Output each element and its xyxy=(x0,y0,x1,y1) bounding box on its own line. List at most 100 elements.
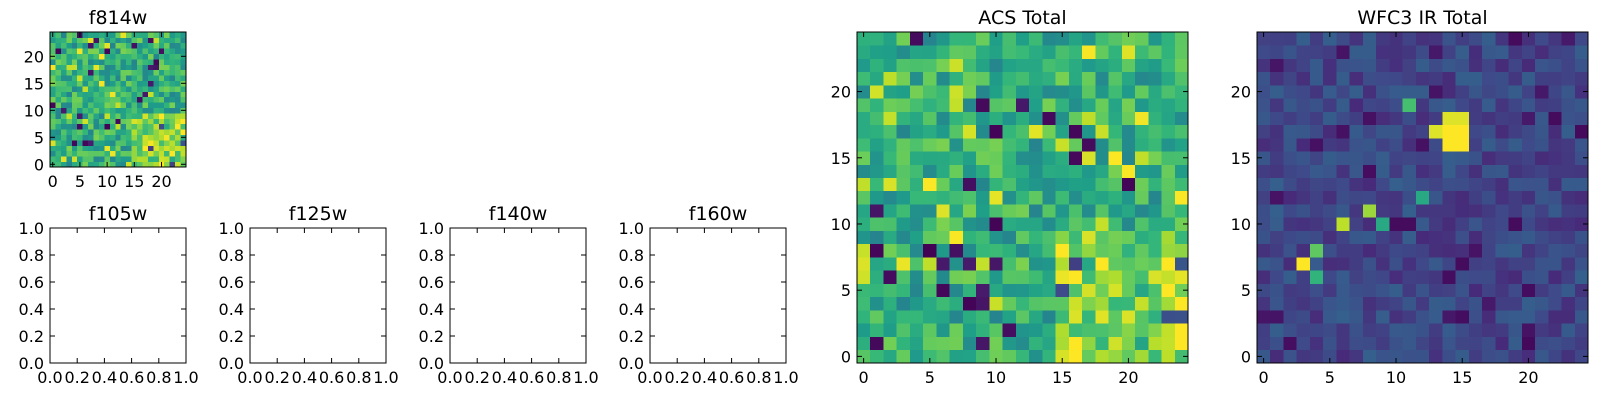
wfc3-ir-total-pixel xyxy=(1309,151,1324,165)
f125w-xtick-label: 1.0 xyxy=(373,368,398,387)
f814w-pixel xyxy=(71,69,78,76)
acs-total-pixel xyxy=(1055,204,1070,218)
wfc3-ir-total-pixel xyxy=(1336,111,1351,126)
acs-total-pixel xyxy=(1148,111,1162,126)
f814w-pixel xyxy=(71,64,78,71)
wfc3-ir-total-pixel xyxy=(1323,137,1337,152)
acs-total-pixel xyxy=(923,243,937,258)
acs-total-pixel xyxy=(1068,190,1083,205)
acs-total-pixel xyxy=(1068,310,1083,324)
acs-total-pixel xyxy=(1082,336,1096,351)
f814w-pixel xyxy=(55,32,62,38)
acs-total-pixel xyxy=(1029,177,1043,192)
f814w-pixel xyxy=(175,96,181,103)
wfc3-ir-total-pixel xyxy=(1521,243,1536,258)
acs-total-pixel xyxy=(1148,71,1162,86)
f814w-pixel xyxy=(131,145,138,152)
acs-total-pixel xyxy=(1002,84,1017,99)
wfc3-ir-total-pixel xyxy=(1283,230,1298,245)
wfc3-ir-total-ytick-label: 20 xyxy=(1231,83,1251,102)
wfc3-ir-total-pixel xyxy=(1257,98,1271,112)
f814w-pixel xyxy=(175,53,181,60)
acs-total-pixel xyxy=(1095,71,1109,86)
acs-total-pixel xyxy=(1161,270,1176,284)
acs-total-pixel xyxy=(949,98,964,112)
acs-total-pixel xyxy=(909,243,924,258)
wfc3-ir-total-pixel xyxy=(1442,190,1456,205)
f814w-pixel xyxy=(169,140,176,146)
f125w-xtick-label: 0.0 xyxy=(237,368,262,387)
acs-total-pixel xyxy=(896,283,911,298)
acs-total-pixel xyxy=(976,164,990,178)
acs-total-pixel xyxy=(883,71,898,86)
acs-total-pixel xyxy=(949,243,964,258)
acs-total-pixel xyxy=(1161,204,1176,218)
wfc3-ir-total-pixel xyxy=(1468,71,1483,86)
acs-total-pixel xyxy=(1121,349,1136,364)
acs-total-pixel xyxy=(1055,84,1070,99)
f814w-pixel xyxy=(142,96,149,103)
wfc3-ir-total-pixel xyxy=(1495,98,1509,112)
wfc3-ir-total-pixel xyxy=(1548,217,1562,231)
f814w-pixel xyxy=(66,156,73,162)
wfc3-ir-total-pixel xyxy=(1309,84,1324,99)
acs-total-xtick-label: 10 xyxy=(986,368,1006,387)
f814w-pixel xyxy=(88,48,94,54)
acs-total-pixel xyxy=(1082,283,1096,298)
acs-total-pixel xyxy=(989,164,1003,178)
wfc3-ir-total-pixel xyxy=(1376,204,1390,218)
wfc3-ir-total-pixel xyxy=(1336,32,1351,46)
f140w-ytick-label: 0.8 xyxy=(419,246,444,265)
acs-total-pixel xyxy=(1029,323,1043,337)
f814w-pixel xyxy=(98,123,105,130)
f814w-pixel xyxy=(60,86,67,92)
f814w-pixel xyxy=(147,80,154,87)
wfc3-ir-total-pixel xyxy=(1336,58,1351,73)
acs-total-pixel xyxy=(1029,84,1043,99)
f814w-pixel xyxy=(93,86,100,92)
wfc3-ir-total-pixel xyxy=(1455,230,1470,245)
wfc3-ir-total-pixel xyxy=(1535,124,1549,139)
f814w-xtick-label: 20 xyxy=(151,172,171,191)
f814w-pixel xyxy=(131,113,138,119)
acs-total-pixel xyxy=(870,270,884,284)
acs-total-pixel xyxy=(1148,310,1162,324)
wfc3-ir-total-pixel xyxy=(1309,190,1324,205)
wfc3-ir-total-pixel xyxy=(1574,45,1589,59)
acs-total-ytick-label: 0 xyxy=(841,347,851,366)
acs-total-pixel xyxy=(1015,190,1030,205)
f814w-pixel xyxy=(55,64,62,71)
wfc3-ir-total-pixel xyxy=(1376,84,1390,99)
f814w-pixel xyxy=(60,64,67,71)
acs-total-pixel xyxy=(1082,323,1096,337)
wfc3-ir-total-pixel xyxy=(1309,164,1324,178)
acs-total-pixel xyxy=(896,177,911,192)
wfc3-ir-total-pixel xyxy=(1415,217,1430,231)
f814w-pixel xyxy=(175,75,181,81)
wfc3-ir-total-pixel xyxy=(1283,349,1298,364)
f105w-xtick-label: 0.4 xyxy=(92,368,117,387)
acs-total-pixel xyxy=(1174,217,1189,231)
f814w-pixel xyxy=(71,37,78,44)
wfc3-ir-total-pixel xyxy=(1521,98,1536,112)
acs-total-pixel xyxy=(1108,177,1123,192)
acs-total-pixel xyxy=(1015,243,1030,258)
f814w-pixel xyxy=(88,145,94,152)
f814w-pixel xyxy=(71,145,78,152)
f814w-pixel xyxy=(120,42,127,49)
acs-total-pixel xyxy=(857,243,871,258)
f814w-pixel xyxy=(93,123,100,130)
acs-total-pixel xyxy=(870,45,884,59)
wfc3-ir-total-pixel xyxy=(1296,349,1311,364)
wfc3-ir-total-pixel xyxy=(1482,310,1496,324)
acs-total-pixel xyxy=(857,137,871,152)
wfc3-ir-total-pixel xyxy=(1548,164,1562,178)
acs-total-ytick-label: 15 xyxy=(831,149,851,168)
acs-total-pixel xyxy=(1095,98,1109,112)
f814w-pixel xyxy=(169,118,176,125)
acs-total-pixel xyxy=(1042,217,1056,231)
f814w-pixel xyxy=(142,42,149,49)
wfc3-ir-total-pixel xyxy=(1429,58,1443,73)
acs-total-pixel xyxy=(1055,257,1070,271)
f814w-pixel xyxy=(120,75,127,81)
